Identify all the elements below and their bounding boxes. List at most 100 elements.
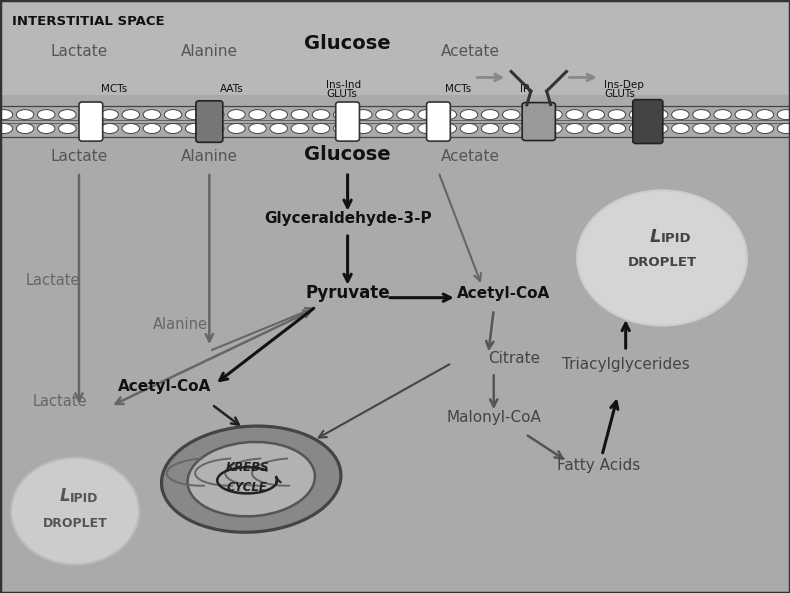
Ellipse shape: [461, 123, 478, 133]
Text: CYCLE: CYCLE: [227, 481, 268, 494]
Ellipse shape: [439, 123, 457, 133]
Ellipse shape: [186, 123, 203, 133]
Text: Glyceraldehyde-3-P: Glyceraldehyde-3-P: [264, 211, 431, 226]
Text: Glucose: Glucose: [304, 34, 391, 53]
Ellipse shape: [186, 110, 203, 120]
Ellipse shape: [524, 110, 541, 120]
Ellipse shape: [397, 123, 414, 133]
Ellipse shape: [80, 110, 97, 120]
Text: AATs: AATs: [220, 84, 243, 94]
Ellipse shape: [630, 110, 647, 120]
Ellipse shape: [228, 110, 245, 120]
Text: Ins-Dep: Ins-Dep: [604, 80, 644, 90]
Ellipse shape: [777, 110, 790, 120]
Ellipse shape: [650, 110, 668, 120]
Text: L: L: [60, 487, 70, 505]
Ellipse shape: [292, 123, 309, 133]
Ellipse shape: [0, 123, 13, 133]
Text: IPID: IPID: [660, 232, 691, 246]
Ellipse shape: [481, 110, 498, 120]
Ellipse shape: [143, 123, 160, 133]
Ellipse shape: [101, 123, 118, 133]
Ellipse shape: [355, 123, 372, 133]
Ellipse shape: [566, 123, 583, 133]
Ellipse shape: [143, 110, 160, 120]
Ellipse shape: [17, 123, 34, 133]
Ellipse shape: [164, 123, 182, 133]
Ellipse shape: [333, 110, 351, 120]
Text: L: L: [649, 228, 661, 246]
Ellipse shape: [312, 110, 329, 120]
Bar: [0, 95, 790, 593]
Ellipse shape: [566, 110, 583, 120]
Text: Acetyl-CoA: Acetyl-CoA: [118, 380, 211, 394]
Text: Lactate: Lactate: [26, 273, 80, 288]
Ellipse shape: [312, 123, 329, 133]
Text: GLUTs: GLUTs: [604, 90, 635, 99]
Text: DROPLET: DROPLET: [627, 256, 697, 269]
Ellipse shape: [270, 110, 288, 120]
Ellipse shape: [577, 190, 747, 326]
Ellipse shape: [735, 110, 753, 120]
Ellipse shape: [587, 123, 604, 133]
Text: GLUTs: GLUTs: [326, 90, 357, 99]
Text: Ins-Ind: Ins-Ind: [326, 80, 361, 90]
Text: IPID: IPID: [70, 492, 99, 505]
Text: Fatty Acids: Fatty Acids: [557, 458, 641, 473]
Ellipse shape: [714, 123, 732, 133]
Ellipse shape: [80, 123, 97, 133]
Ellipse shape: [0, 110, 13, 120]
Ellipse shape: [608, 123, 626, 133]
Ellipse shape: [122, 110, 140, 120]
Ellipse shape: [630, 123, 647, 133]
Bar: [0, 0, 790, 95]
Text: Acetate: Acetate: [441, 44, 499, 59]
Ellipse shape: [101, 110, 118, 120]
Ellipse shape: [650, 123, 668, 133]
Ellipse shape: [397, 110, 414, 120]
Ellipse shape: [587, 110, 604, 120]
Ellipse shape: [735, 123, 753, 133]
Ellipse shape: [714, 110, 732, 120]
Ellipse shape: [292, 110, 309, 120]
Text: DROPLET: DROPLET: [43, 517, 107, 530]
Ellipse shape: [37, 123, 55, 133]
Ellipse shape: [439, 110, 457, 120]
Ellipse shape: [249, 110, 266, 120]
Ellipse shape: [376, 123, 393, 133]
Ellipse shape: [249, 123, 266, 133]
Text: Lactate: Lactate: [33, 394, 87, 409]
Ellipse shape: [693, 123, 710, 133]
FancyBboxPatch shape: [427, 102, 450, 141]
Text: MCTs: MCTs: [445, 84, 471, 94]
Ellipse shape: [461, 110, 478, 120]
Ellipse shape: [545, 123, 562, 133]
FancyBboxPatch shape: [79, 102, 103, 141]
Ellipse shape: [418, 123, 435, 133]
Ellipse shape: [502, 123, 520, 133]
Ellipse shape: [122, 123, 140, 133]
Ellipse shape: [481, 123, 498, 133]
Ellipse shape: [187, 442, 315, 517]
Text: Lactate: Lactate: [51, 149, 107, 164]
Ellipse shape: [672, 123, 689, 133]
Ellipse shape: [502, 110, 520, 120]
Text: Alanine: Alanine: [181, 149, 238, 164]
Ellipse shape: [672, 110, 689, 120]
Ellipse shape: [17, 110, 34, 120]
Text: INTERSTITIAL SPACE: INTERSTITIAL SPACE: [12, 15, 164, 28]
Ellipse shape: [11, 458, 139, 565]
Text: Pyruvate: Pyruvate: [305, 283, 390, 302]
Ellipse shape: [207, 110, 224, 120]
Ellipse shape: [545, 110, 562, 120]
Ellipse shape: [333, 123, 351, 133]
Ellipse shape: [777, 123, 790, 133]
Text: IR: IR: [520, 84, 530, 94]
Text: Acetate: Acetate: [441, 149, 499, 164]
Text: Acetyl-CoA: Acetyl-CoA: [457, 286, 550, 301]
Ellipse shape: [608, 110, 626, 120]
Ellipse shape: [524, 123, 541, 133]
Ellipse shape: [376, 110, 393, 120]
Ellipse shape: [355, 110, 372, 120]
Ellipse shape: [207, 123, 224, 133]
